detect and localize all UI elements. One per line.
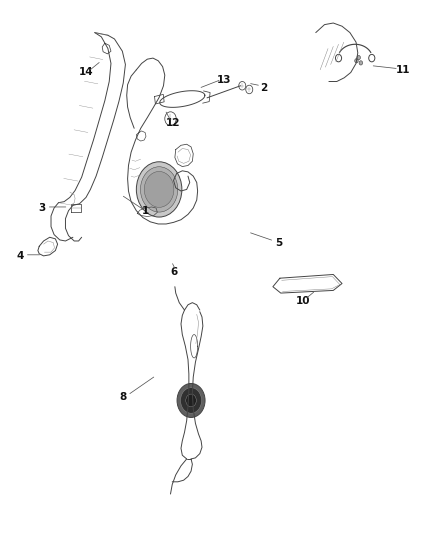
Text: 3: 3 — [39, 203, 46, 213]
Circle shape — [368, 54, 374, 62]
Circle shape — [164, 112, 176, 126]
Circle shape — [185, 394, 196, 407]
Text: 5: 5 — [274, 238, 282, 247]
Text: 1: 1 — [141, 206, 148, 216]
Text: 10: 10 — [295, 296, 309, 306]
Circle shape — [144, 172, 173, 207]
Circle shape — [245, 85, 252, 94]
Circle shape — [356, 55, 360, 60]
Text: 13: 13 — [216, 76, 230, 85]
Circle shape — [358, 61, 362, 65]
Circle shape — [180, 387, 201, 413]
Text: 11: 11 — [395, 65, 410, 75]
Circle shape — [136, 162, 181, 217]
Circle shape — [140, 167, 177, 212]
Circle shape — [335, 54, 341, 62]
Circle shape — [177, 383, 205, 417]
Text: 12: 12 — [166, 118, 180, 128]
Text: 14: 14 — [78, 68, 93, 77]
Circle shape — [354, 59, 357, 63]
Text: 2: 2 — [259, 83, 266, 93]
Text: 8: 8 — [119, 392, 127, 402]
Circle shape — [238, 82, 245, 90]
Text: 6: 6 — [170, 267, 177, 277]
Text: 4: 4 — [17, 251, 24, 261]
